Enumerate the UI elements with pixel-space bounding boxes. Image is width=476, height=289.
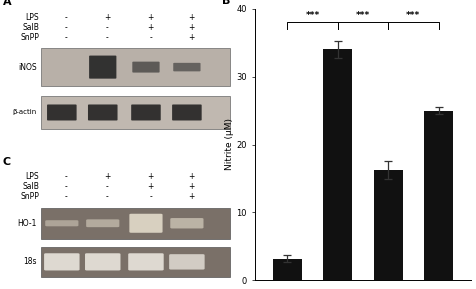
Text: -: - <box>65 182 68 191</box>
FancyBboxPatch shape <box>89 55 117 79</box>
Bar <box>374 170 403 280</box>
Text: HO-1: HO-1 <box>18 219 37 228</box>
FancyBboxPatch shape <box>172 105 202 121</box>
Text: A: A <box>3 0 11 8</box>
FancyBboxPatch shape <box>128 253 164 271</box>
Text: -: - <box>65 13 68 22</box>
FancyBboxPatch shape <box>44 253 79 271</box>
Bar <box>273 259 302 280</box>
Text: -: - <box>106 23 109 32</box>
Bar <box>41 49 230 86</box>
Bar <box>41 208 230 239</box>
Text: +: + <box>147 182 154 191</box>
FancyBboxPatch shape <box>169 254 205 270</box>
Bar <box>41 247 230 277</box>
Text: -: - <box>106 182 109 191</box>
Text: SnPP: SnPP <box>20 33 39 42</box>
Text: +: + <box>147 23 154 32</box>
FancyBboxPatch shape <box>173 63 200 71</box>
FancyBboxPatch shape <box>132 62 159 73</box>
Text: -: - <box>65 172 68 181</box>
Text: -: - <box>149 33 152 42</box>
Text: +: + <box>188 192 195 201</box>
Bar <box>323 49 352 280</box>
Text: -: - <box>65 33 68 42</box>
Text: +: + <box>147 172 154 181</box>
Text: B: B <box>222 0 230 6</box>
Text: SalB: SalB <box>22 182 39 191</box>
Text: -: - <box>149 192 152 201</box>
Text: -: - <box>65 192 68 201</box>
Text: +: + <box>188 13 195 22</box>
FancyBboxPatch shape <box>86 219 119 227</box>
Text: +: + <box>188 23 195 32</box>
FancyBboxPatch shape <box>45 220 79 226</box>
Text: β-actin: β-actin <box>12 110 37 116</box>
Text: +: + <box>104 172 110 181</box>
Text: -: - <box>106 192 109 201</box>
Text: ***: *** <box>406 11 420 20</box>
Bar <box>41 96 230 129</box>
Text: ***: *** <box>356 11 370 20</box>
Text: LPS: LPS <box>25 172 39 181</box>
Text: SnPP: SnPP <box>20 192 39 201</box>
Text: LPS: LPS <box>25 13 39 22</box>
Text: C: C <box>3 157 11 167</box>
Text: +: + <box>188 33 195 42</box>
Text: -: - <box>65 23 68 32</box>
Text: ***: *** <box>306 11 320 20</box>
Text: SalB: SalB <box>22 23 39 32</box>
Text: +: + <box>104 13 110 22</box>
FancyBboxPatch shape <box>131 105 161 121</box>
Y-axis label: Nitrite (μM): Nitrite (μM) <box>225 118 234 171</box>
Bar <box>424 111 453 280</box>
Text: -: - <box>106 33 109 42</box>
Text: iNOS: iNOS <box>18 63 37 72</box>
Text: +: + <box>147 13 154 22</box>
FancyBboxPatch shape <box>47 105 77 121</box>
FancyBboxPatch shape <box>170 218 203 229</box>
FancyBboxPatch shape <box>129 214 163 233</box>
Text: +: + <box>188 172 195 181</box>
FancyBboxPatch shape <box>85 253 120 271</box>
FancyBboxPatch shape <box>88 105 118 121</box>
Text: +: + <box>188 182 195 191</box>
Text: 18s: 18s <box>23 257 37 266</box>
